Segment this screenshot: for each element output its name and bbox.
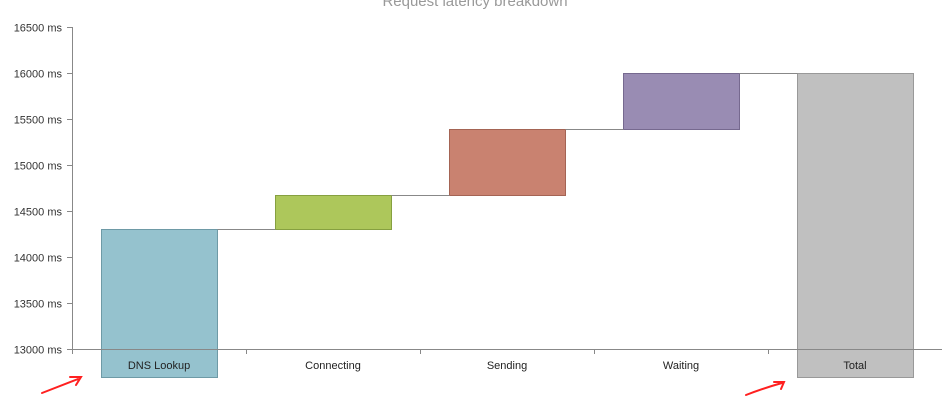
- bar-dns-lookup: [101, 229, 218, 378]
- y-tick-label: 16000 ms: [14, 69, 63, 81]
- annotation-arrow-icon: [745, 381, 786, 396]
- x-category-label: Sending: [487, 360, 527, 372]
- y-tick-label: 14000 ms: [14, 253, 63, 265]
- y-tick-label: 16500 ms: [14, 23, 63, 35]
- x-category-label: Total: [843, 360, 866, 372]
- y-tick-label: 14500 ms: [14, 207, 63, 219]
- bar-connecting: [275, 195, 392, 230]
- chart-title: Request latency breakdown: [382, 0, 567, 10]
- y-tick-label: 13500 ms: [14, 299, 63, 311]
- annotation-arrow-icon: [41, 376, 83, 394]
- bar-sending: [449, 129, 566, 196]
- y-tick-label: 13000 ms: [14, 345, 63, 357]
- bar-waiting: [623, 73, 740, 130]
- x-category-label: Waiting: [663, 360, 699, 372]
- y-tick-label: 15000 ms: [14, 161, 63, 173]
- x-category-label: Connecting: [305, 360, 361, 372]
- x-category-label: DNS Lookup: [128, 360, 190, 372]
- y-tick-label: 15500 ms: [14, 115, 63, 127]
- bar-total: [797, 73, 914, 378]
